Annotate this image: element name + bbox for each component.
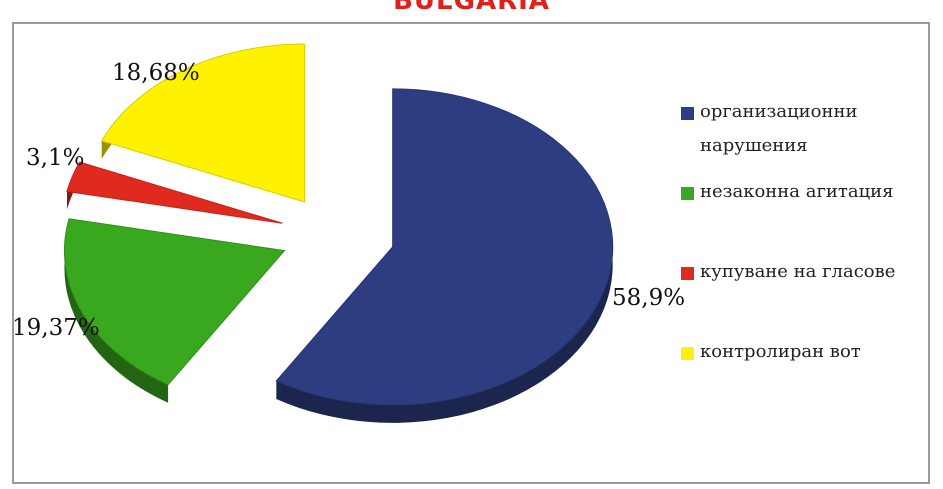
legend-label-controlled-vote: контролиран вот [700,335,930,369]
legend-swatch-controlled-vote [681,347,694,360]
legend-swatch-vote-buying [681,267,694,280]
slice-label-controlled-vote: 18,68% [112,60,200,86]
slice-label-vote-buying: 3,1% [26,145,84,171]
pie-slice-agitation [64,219,284,385]
slice-label-agitation: 19,37% [12,315,100,341]
legend-label-agitation: незаконна агитация [700,175,930,209]
legend-label-organizational: организационни нарушения [700,95,930,163]
legend-swatch-organizational [681,107,694,120]
legend-swatch-agitation [681,187,694,200]
slice-label-organizational: 58,9% [612,285,685,311]
legend-label-vote-buying: купуване на гласове [700,255,930,289]
